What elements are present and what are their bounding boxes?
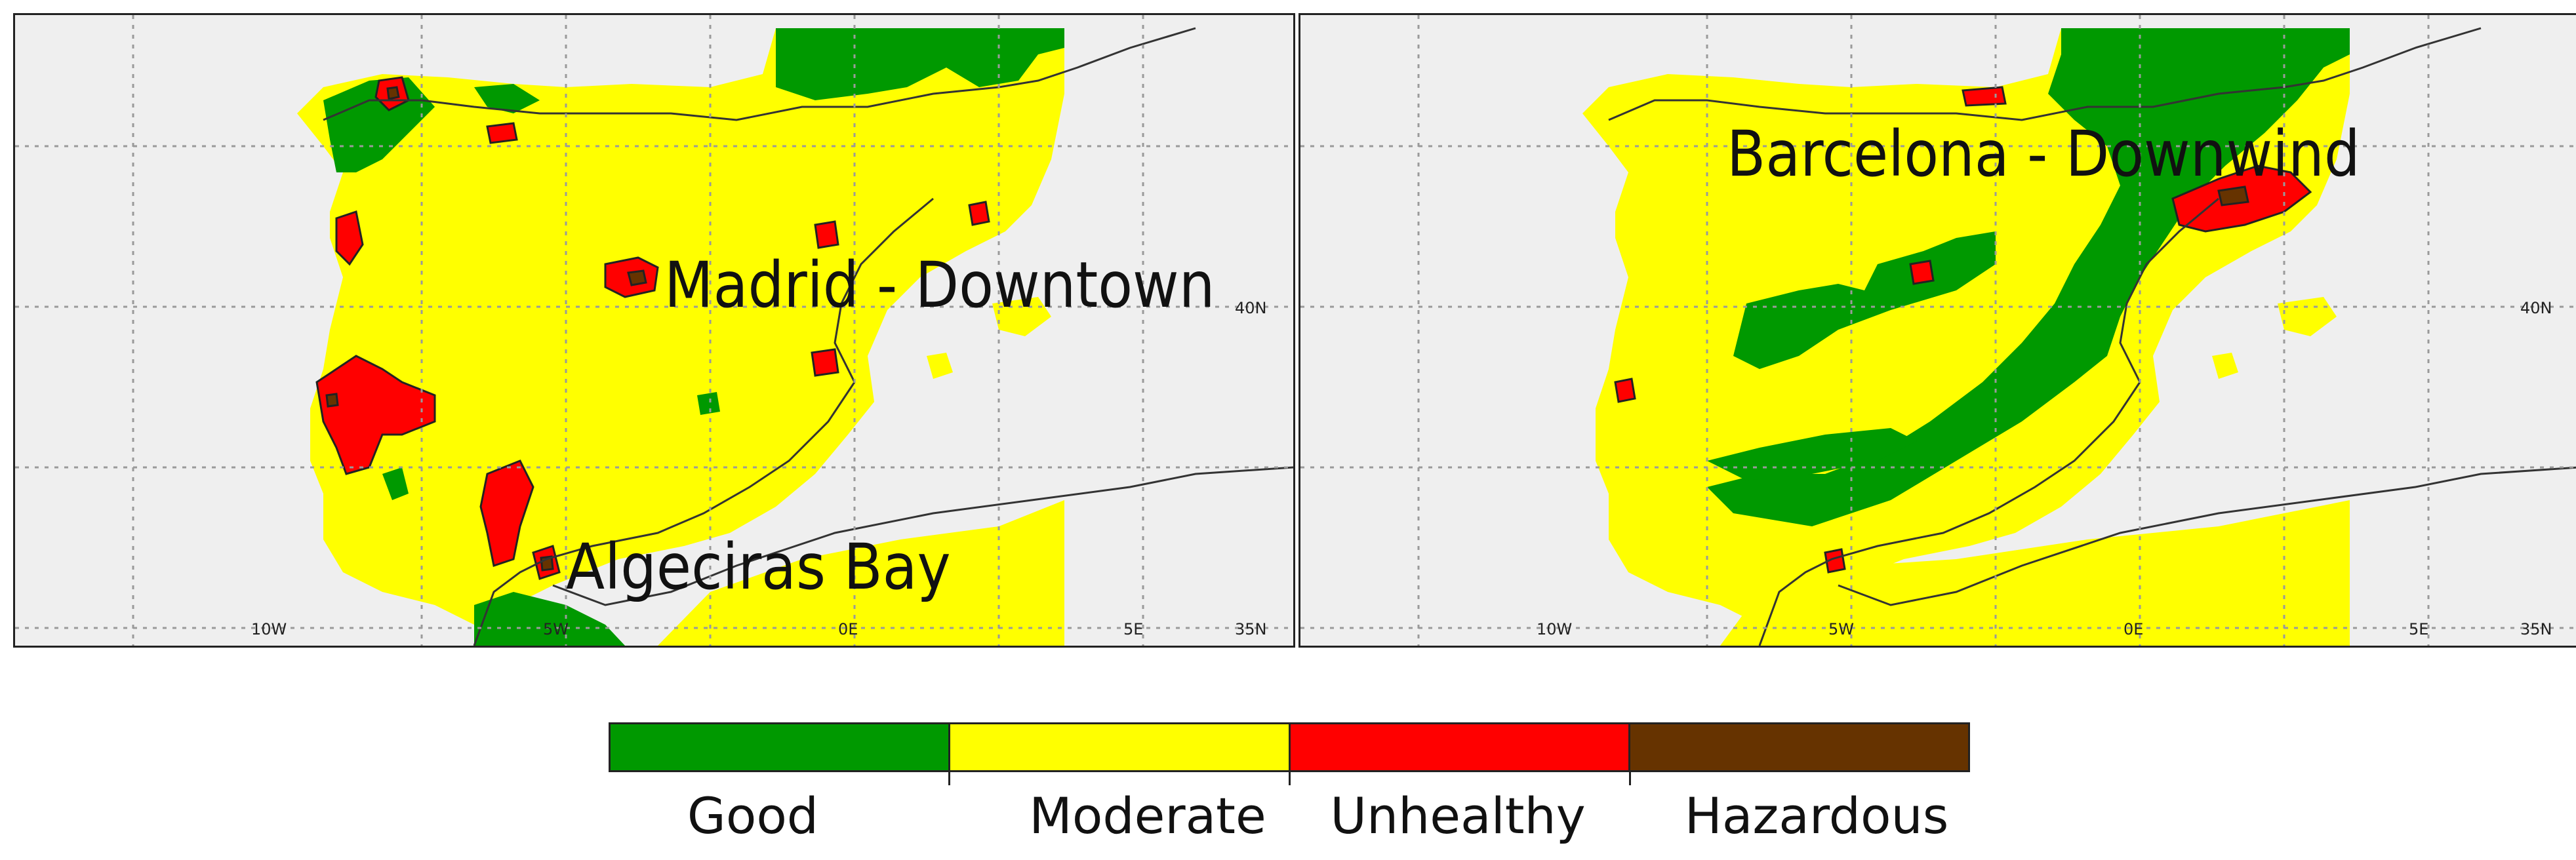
unhealthy-zone-lisbon xyxy=(315,355,436,475)
unhealthy-zone-north-coast xyxy=(1962,86,2007,107)
good-zone-ebro xyxy=(1707,28,2350,526)
hazardous-zone-madrid xyxy=(627,269,647,286)
unhealthy-zone-center xyxy=(1909,260,1935,285)
unhealthy-zone-seville xyxy=(479,459,534,567)
unhealthy-zone-porto xyxy=(335,210,364,266)
good-zone-south xyxy=(1707,428,1917,480)
unhealthy-zone-algeciras xyxy=(1824,548,1846,574)
tick-lat-35: 35N xyxy=(2520,620,2552,638)
legend-swatch-hazardous xyxy=(1630,724,1968,770)
label-algeciras-bay: Algeciras Bay xyxy=(566,530,951,604)
legend-tick xyxy=(948,771,950,785)
legend-swatch-moderate xyxy=(950,724,1291,770)
legend-label-hazardous: Hazardous xyxy=(1684,787,1949,845)
map-panel-barcelona[interactable]: 40N 35N 10W 5W 0E 5E Barcelona - Downwin… xyxy=(1298,13,2576,648)
legend-label-good: Good xyxy=(687,787,819,845)
aqi-legend xyxy=(609,722,1970,772)
legend-label-unhealthy: Unhealthy xyxy=(1330,787,1586,845)
lat-lon-grid xyxy=(15,15,1293,646)
balearic-islands xyxy=(2212,297,2337,379)
tick-lon-0e: 0E xyxy=(838,620,858,638)
hazardous-zone-lisbon xyxy=(325,393,339,408)
tick-lon-5w: 5W xyxy=(543,620,569,638)
good-zone-central xyxy=(697,392,720,415)
label-barcelona-downwind: Barcelona - Downwind xyxy=(1727,117,2360,191)
legend-tick xyxy=(1289,771,1291,785)
legend-label-moderate: Moderate xyxy=(1029,787,1266,845)
moderate-zone-africa xyxy=(658,500,1064,646)
coastline xyxy=(1608,27,2576,646)
moderate-zone-africa xyxy=(1720,500,2350,646)
good-zone-east xyxy=(776,28,1064,100)
map-panel-madrid-algeciras[interactable]: 40N 35N 10W 5W 0E 5E Madrid - Downtown A… xyxy=(13,13,1295,648)
legend-tick xyxy=(1629,771,1631,785)
unhealthy-zone-lisbon xyxy=(1614,378,1636,403)
map-left-svg: 40N 35N 10W 5W 0E 5E Madrid - Downtown A… xyxy=(15,15,1293,646)
hazardous-zone-barcelona xyxy=(2217,186,2249,206)
tick-lon-5w: 5W xyxy=(1828,620,1854,638)
tick-lat-40: 40N xyxy=(2520,299,2552,317)
lat-lon-grid xyxy=(1300,15,2576,646)
unhealthy-zone-north xyxy=(486,122,518,144)
tick-lon-5e: 5E xyxy=(1123,620,1143,638)
balearic-islands xyxy=(927,297,1051,379)
unhealthy-zone-rioja xyxy=(814,220,839,249)
hazardous-zone-galicia xyxy=(386,86,400,100)
good-zone-south xyxy=(382,467,409,500)
map-right-svg: 40N 35N 10W 5W 0E 5E Barcelona - Downwin… xyxy=(1300,15,2576,646)
tick-lat-40: 40N xyxy=(1235,299,1267,317)
tick-lon-5e: 5E xyxy=(2409,620,2428,638)
tick-lon-0e: 0E xyxy=(2123,620,2143,638)
label-madrid-downtown: Madrid - Downtown xyxy=(664,248,1215,322)
tick-lat-35: 35N xyxy=(1235,620,1267,638)
legend-swatch-good xyxy=(611,724,951,770)
unhealthy-zone-east-coast xyxy=(968,201,990,226)
good-zone-strait xyxy=(474,592,625,646)
unhealthy-zone-center-east xyxy=(811,348,839,377)
good-zone-north-coast xyxy=(474,84,540,113)
coastline xyxy=(323,27,1293,646)
legend-swatch-unhealthy xyxy=(1290,724,1630,770)
tick-lon-10w: 10W xyxy=(1537,620,1572,638)
tick-lon-10w: 10W xyxy=(251,620,287,638)
